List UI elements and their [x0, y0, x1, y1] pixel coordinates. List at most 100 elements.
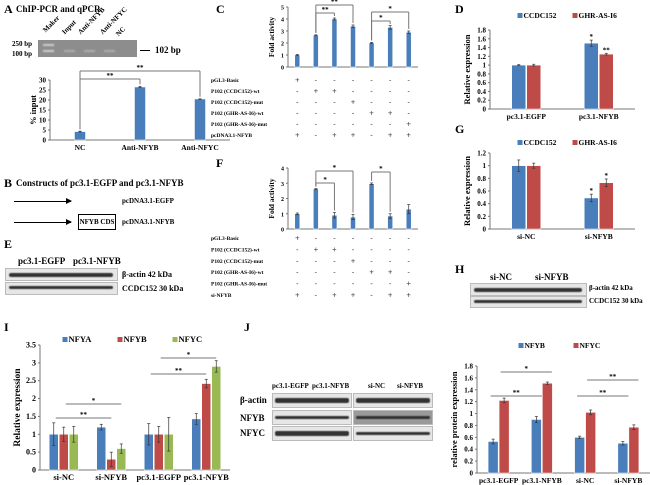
- blot-group-label: pc3.1-NFYB: [312, 382, 350, 390]
- y-tick-label: 1.6: [464, 374, 473, 382]
- x-tick-label: Anti-NFYC: [181, 143, 219, 152]
- table-cell: +: [314, 87, 319, 96]
- y-tick-label: 1.4: [464, 386, 473, 394]
- table-cell: +: [406, 291, 411, 300]
- legend-label: NFYA: [69, 334, 93, 344]
- table-cell: -: [408, 98, 411, 106]
- y-tick-label: 1: [32, 430, 36, 439]
- x-tick-label: pc3.1-NFYB: [184, 472, 229, 482]
- y-tick-label: 1.2: [477, 150, 486, 158]
- table-row-label: si-NFYB: [211, 293, 232, 299]
- x-tick-label: pc3.1-NFYB: [579, 112, 619, 121]
- table-cell: +: [332, 291, 337, 300]
- table-cell: +: [332, 245, 337, 254]
- blot-group-label: si-NFYB: [397, 382, 424, 390]
- significance-label: *: [379, 14, 383, 22]
- blot-group-label: pc3.1-NFYB: [73, 256, 121, 266]
- y-tick-label: 0.8: [477, 175, 486, 183]
- bar: [531, 419, 542, 474]
- significance-label: **: [609, 373, 617, 381]
- bar: [350, 25, 356, 68]
- y-tick-label: 4: [281, 167, 284, 173]
- bar: [294, 213, 301, 230]
- significance-label: *: [388, 5, 392, 13]
- table-cell: +: [369, 109, 374, 118]
- panel-b-letter: B: [4, 176, 13, 190]
- marker-250-label: 250 bp: [12, 40, 33, 48]
- y-tick-label: 0.4: [464, 446, 473, 454]
- table-cell: +: [314, 245, 319, 254]
- x-tick-label: si-NC: [576, 476, 594, 485]
- table-row-label: P102 (CCDC152)-mut: [211, 99, 263, 106]
- western-blot-nfyc: [272, 426, 352, 441]
- blot-row-label: β-actin 42 kDa: [589, 284, 633, 292]
- table-cell: -: [408, 257, 411, 265]
- table-cell: +: [406, 120, 411, 129]
- table-cell: -: [408, 109, 411, 117]
- panel-g-letter: G: [455, 122, 465, 136]
- significance-mark: *: [590, 33, 594, 41]
- table-cell: -: [352, 120, 355, 128]
- y-tick-label: 0: [281, 66, 284, 72]
- bar: [511, 64, 526, 110]
- y-tick-label: 5: [281, 6, 284, 12]
- bar: [294, 54, 301, 68]
- construct-arrow: [14, 198, 72, 204]
- significance-label: *: [187, 351, 191, 359]
- bar: [487, 441, 499, 474]
- table-cell: -: [315, 120, 318, 128]
- table-cell: -: [352, 76, 355, 84]
- bar: [526, 64, 541, 110]
- bar: [599, 53, 614, 110]
- bar: [201, 383, 211, 471]
- bar: [574, 437, 585, 474]
- x-tick-label: pc3.1-EGFP: [479, 476, 519, 485]
- legend-label: NFYC: [580, 341, 601, 350]
- y-tick-label: 2.5: [26, 376, 36, 385]
- x-tick-label: Anti-NFYB: [121, 143, 158, 152]
- table-cell: +: [406, 131, 411, 140]
- table-cell: -: [296, 87, 299, 95]
- panel-b-title: Constructs of pc3.1-EGFP and pc3.1-NFYB: [16, 178, 184, 188]
- table-cell: +: [388, 109, 393, 118]
- y-tick-label: 0.5: [26, 448, 36, 457]
- table-cell: -: [315, 257, 318, 265]
- table-cell: -: [408, 245, 411, 253]
- table-cell: -: [333, 268, 336, 276]
- bar: [526, 165, 541, 230]
- table-cell: -: [333, 234, 336, 242]
- table-cell: -: [315, 109, 318, 117]
- legend-label: GHR-AS-I6: [579, 11, 618, 20]
- y-tick-label: 2: [32, 394, 36, 403]
- significance-label: **: [599, 389, 607, 397]
- bar: [542, 382, 553, 474]
- table-cell: -: [333, 257, 336, 265]
- y-tick-label: 0.2: [477, 213, 486, 221]
- significance-mark: *: [590, 187, 594, 195]
- bar: [331, 18, 338, 68]
- bar: [628, 426, 640, 474]
- y-tick-label: 3: [281, 182, 284, 188]
- significance-mark: **: [603, 46, 611, 54]
- x-tick-label: si-NC: [517, 232, 535, 241]
- significance-label: *: [379, 165, 383, 173]
- blot-group-label: pc3.1-EGFP: [18, 256, 66, 266]
- western-blot-ccdc152: [470, 296, 587, 308]
- table-cell: -: [370, 280, 373, 288]
- x-tick-label: pc3.1-NFYB: [522, 476, 562, 485]
- table-row-label: pGL3-Basic: [211, 236, 240, 242]
- table-cell: -: [315, 280, 318, 288]
- bar: [498, 400, 510, 474]
- y-tick-label: 1.4: [477, 44, 486, 52]
- table-row-label: pGL3-Basic: [211, 78, 240, 84]
- table-cell: +: [295, 291, 300, 300]
- table-row-label: pcDNA3.1-NFYB: [211, 133, 252, 139]
- table-cell: +: [351, 257, 356, 266]
- table-cell: -: [389, 280, 392, 288]
- table-cell: -: [408, 268, 411, 276]
- table-cell: -: [333, 120, 336, 128]
- table-cell: +: [351, 291, 356, 300]
- y-tick-label: 1: [281, 212, 284, 218]
- y-tick-label: 0: [281, 228, 284, 234]
